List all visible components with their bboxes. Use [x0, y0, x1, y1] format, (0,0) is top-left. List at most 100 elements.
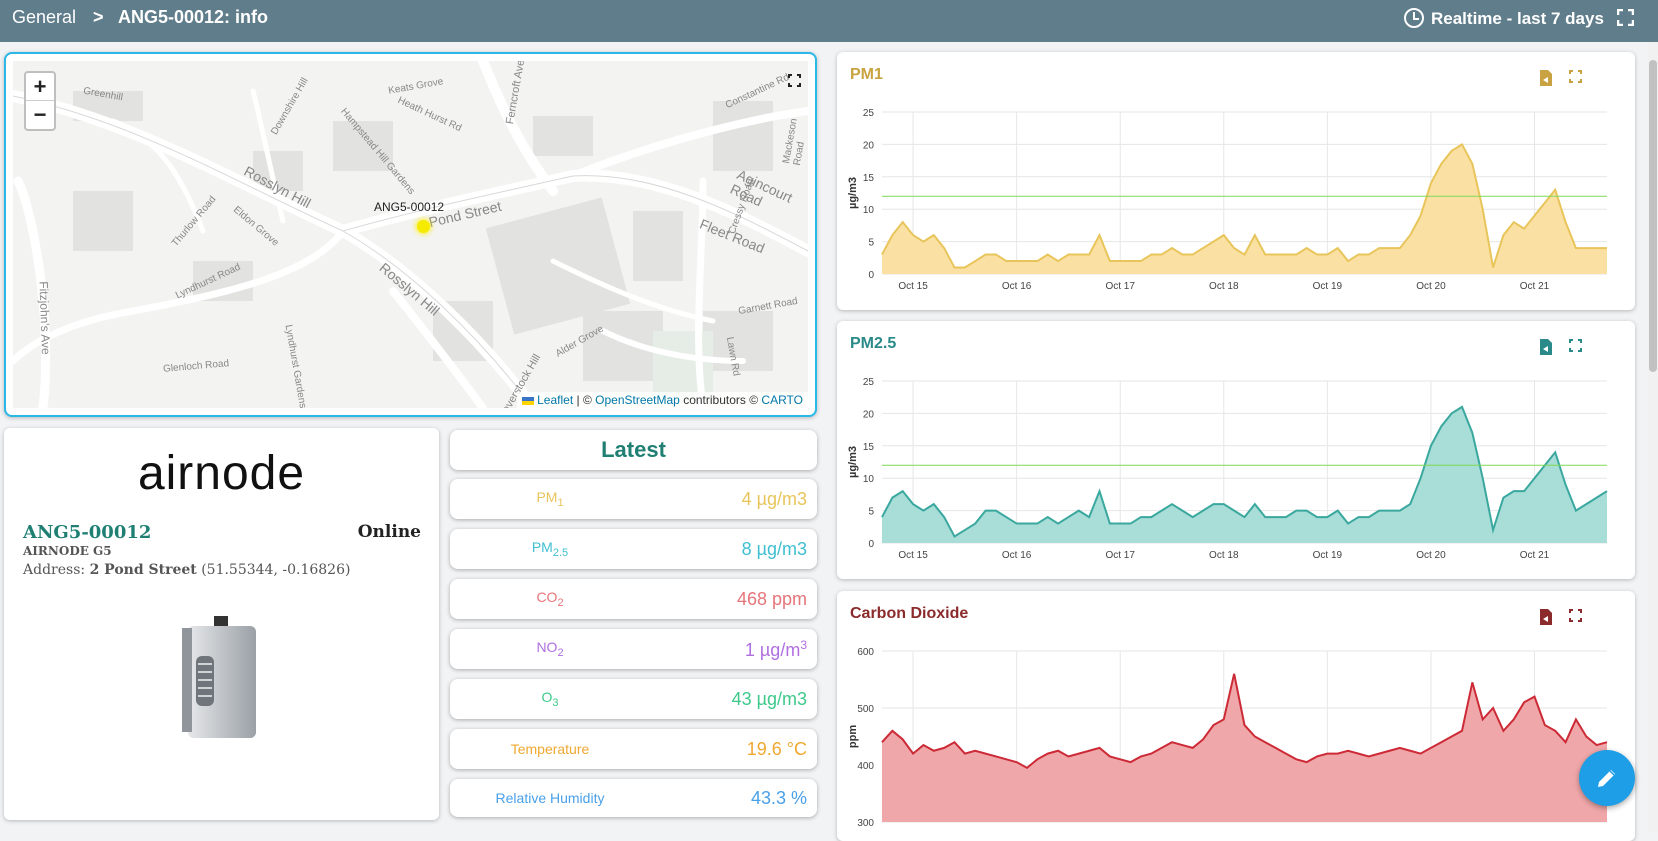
y-tick-label: 0 [868, 270, 874, 281]
series-area [882, 144, 1607, 274]
pm1-chart: 0 5 10 15 20 25 Oct 15 Oct 16 Oct 17 Oct 18 Oct 19… [847, 108, 1607, 292]
chart-fullscreen-icon[interactable] [1569, 70, 1582, 88]
y-tick-label: 300 [857, 818, 874, 829]
address-coords: (51.55344, -0.16826) [201, 562, 351, 578]
latest-title: Latest [601, 437, 666, 462]
street-label: Lyndhurst Gardens [282, 323, 309, 408]
street-label: Thurlow Road [169, 194, 219, 249]
map[interactable]: Rosslyn Hill Pond Street Agincourt Road … [13, 61, 808, 408]
y-tick-label: 10 [863, 474, 875, 485]
y-tick-label: 15 [863, 173, 875, 184]
street-label: Greenhill [82, 85, 124, 104]
latest-row: O3 43 µg/m3 [450, 679, 817, 719]
zoom-in-button[interactable]: + [26, 73, 54, 101]
device-image [182, 616, 262, 740]
device-model: AIRNODE G5 [23, 544, 112, 558]
marker-label: ANG5-00012 [374, 200, 445, 214]
latest-value-text: 43 µg/m3 [731, 688, 807, 709]
carto-link[interactable]: CARTO [761, 393, 803, 407]
series-line [881, 405, 1608, 538]
pm25-chart-card: PM2.5 0 5 10 15 20 25 Oct 15 Oct 16 Oct 17 Oct 18… [837, 321, 1635, 579]
y-axis-label: µg/m3 [847, 446, 859, 478]
co2-chart-title: Carbon Dioxide [850, 605, 969, 622]
y-tick-label: 25 [863, 108, 875, 119]
export-file-icon[interactable] [1539, 339, 1553, 360]
x-tick-label: Oct 17 [1105, 550, 1135, 561]
pm25-chart-title: PM2.5 [850, 335, 897, 352]
latest-row-value: 468 ppm [737, 589, 807, 610]
latest-label-text: CO [536, 589, 558, 606]
fullscreen-icon[interactable] [1616, 8, 1635, 27]
zoom-out-button[interactable]: − [33, 102, 47, 127]
device-status: Online [357, 522, 421, 542]
y-tick-label: 0 [868, 539, 874, 550]
latest-row-label: NO2 [460, 639, 640, 659]
y-tick-label: 20 [863, 409, 875, 420]
map-tiles [13, 61, 808, 408]
time-range-selector[interactable]: Realtime - last 7 days [1431, 9, 1604, 28]
latest-label-text: Relative Humidity [495, 790, 605, 806]
x-tick-label: Oct 16 [1002, 281, 1032, 292]
export-file-icon[interactable] [1539, 609, 1553, 630]
scrollbar-thumb[interactable] [1649, 60, 1657, 372]
ukraine-flag-icon [521, 396, 534, 405]
latest-row-label: Temperature [460, 741, 640, 757]
street-label: Lyndhurst Road [173, 261, 243, 302]
latest-row: NO2 1 µg/m3 [450, 629, 817, 669]
street-label: Alder Grove [553, 323, 606, 360]
latest-label-sub: 2.5 [552, 546, 569, 559]
y-tick-label: 400 [857, 761, 874, 772]
edit-fab-button[interactable] [1579, 750, 1635, 806]
latest-label-text: O [541, 689, 553, 706]
latest-label-text: PM [531, 539, 553, 556]
street-label: Rosslyn Hill [376, 259, 443, 319]
series-area [882, 673, 1607, 822]
chart-fullscreen-icon[interactable] [1569, 339, 1582, 357]
y-tick-label: 500 [857, 704, 874, 715]
device-id: ANG5-00012 [23, 522, 152, 543]
device-card: airnode ANG5-00012 Online AIRNODE G5 Add… [4, 428, 439, 820]
y-tick-label: 20 [863, 140, 875, 151]
x-tick-label: Oct 19 [1313, 550, 1343, 561]
x-tick-label: Oct 16 [1002, 550, 1032, 561]
latest-row: CO2 468 ppm [450, 579, 817, 619]
latest-label-text: PM [536, 489, 558, 506]
map-card: Rosslyn Hill Pond Street Agincourt Road … [4, 52, 817, 417]
street-label: Mackeson Road [780, 117, 807, 167]
street-label: Rosslyn Hill [241, 162, 314, 212]
street-label: Hampstead Hill Gardens [338, 106, 417, 197]
page-scrollbar[interactable] [1648, 42, 1658, 832]
y-tick-label: 5 [868, 507, 874, 518]
osm-link[interactable]: OpenStreetMap [595, 393, 680, 407]
latest-row-value: 8 µg/m3 [742, 539, 807, 560]
street-label: Heath Hurst Rd [395, 94, 464, 135]
export-file-icon[interactable] [1539, 70, 1553, 91]
page-title: ANG5-00012: info [118, 7, 269, 27]
co2-chart: 300 400 500 600 ppm [847, 647, 1608, 829]
breadcrumb-root[interactable]: General [12, 7, 77, 27]
chart-fullscreen-icon[interactable] [1569, 609, 1582, 627]
latest-row-label: PM1 [460, 489, 640, 509]
latest-label-sub: 1 [557, 496, 564, 509]
latest-label-text: Temperature [510, 741, 590, 757]
y-tick-label: 10 [863, 205, 875, 216]
latest-row: PM1 4 µg/m3 [450, 479, 817, 519]
latest-row-label: O3 [460, 689, 640, 709]
latest-value-text: 468 ppm [736, 588, 807, 609]
pencil-icon [1598, 770, 1615, 787]
latest-row-value: 43.3 % [751, 788, 807, 809]
x-tick-label: Oct 21 [1520, 550, 1550, 561]
device-marker[interactable] [417, 220, 430, 233]
clock-icon[interactable] [1404, 8, 1424, 28]
latest-row-value: 43 µg/m3 [732, 689, 807, 710]
airnode-logo: airnode [137, 447, 306, 500]
street-label: Garnett Road [737, 295, 799, 318]
x-tick-label: Oct 18 [1209, 550, 1239, 561]
leaflet-link[interactable]: Leaflet [537, 393, 574, 407]
latest-row-label: CO2 [460, 589, 640, 609]
co2-chart-card: Carbon Dioxide 300 400 500 600 ppm [837, 591, 1635, 841]
street-label: Downshire Hill [269, 76, 311, 137]
x-tick-label: Oct 20 [1416, 281, 1446, 292]
latest-header: Latest [450, 430, 817, 470]
map-fullscreen-icon[interactable] [788, 74, 801, 87]
